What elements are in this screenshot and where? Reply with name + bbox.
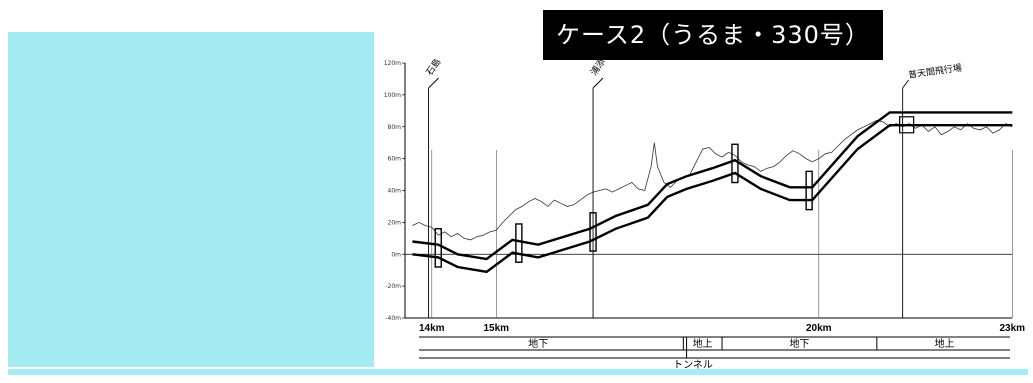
- station-box: [515, 223, 523, 263]
- place-label: 普天間飛行場: [907, 62, 962, 81]
- km-label: 15km: [484, 323, 510, 334]
- y-tick-label: 100m: [384, 92, 401, 99]
- tunnel-label: トンネル: [673, 359, 713, 371]
- station-box: [805, 170, 813, 211]
- segment-label: 地下: [528, 337, 548, 350]
- track-upper-line: [412, 111, 1013, 261]
- cyan-panel: [8, 32, 374, 367]
- place-label: 石島: [423, 56, 443, 78]
- y-tick-label: -40m: [385, 315, 401, 322]
- y-tick-label: 120m: [384, 60, 401, 67]
- segment-label: 地下: [789, 337, 809, 350]
- place-leader: [428, 77, 439, 89]
- y-tick-label: 80m: [388, 124, 402, 131]
- place-leader: [902, 79, 910, 89]
- km-label: 23km: [1000, 323, 1026, 334]
- track-profile: [412, 111, 1013, 274]
- station-box: [731, 143, 739, 184]
- place-leader: [592, 77, 604, 89]
- place-label: 浦添: [588, 56, 608, 78]
- station-box: [434, 228, 442, 268]
- y-tick-label: -20m: [385, 283, 401, 290]
- y-tick-label: 40m: [388, 188, 402, 195]
- station-box: [899, 116, 915, 134]
- km-label: 14km: [419, 323, 445, 334]
- km-ticks: 14km 15km 20km 23km: [419, 150, 1025, 334]
- y-tick-label: 20m: [388, 219, 402, 226]
- y-tick-label: 60m: [388, 156, 402, 163]
- y-ticks: 120m 100m 80m 60m 40m 20m 0m -20m -40m: [384, 60, 405, 322]
- cyan-strip: [8, 369, 1028, 375]
- track-lower-line: [412, 123, 1013, 274]
- segment-label: 地上: [935, 337, 955, 350]
- km-label: 20km: [806, 323, 832, 334]
- page-title: ケース2（うるま・330号）: [543, 10, 883, 60]
- segment-label: 地上: [693, 337, 713, 350]
- y-tick-label: 0m: [391, 251, 401, 258]
